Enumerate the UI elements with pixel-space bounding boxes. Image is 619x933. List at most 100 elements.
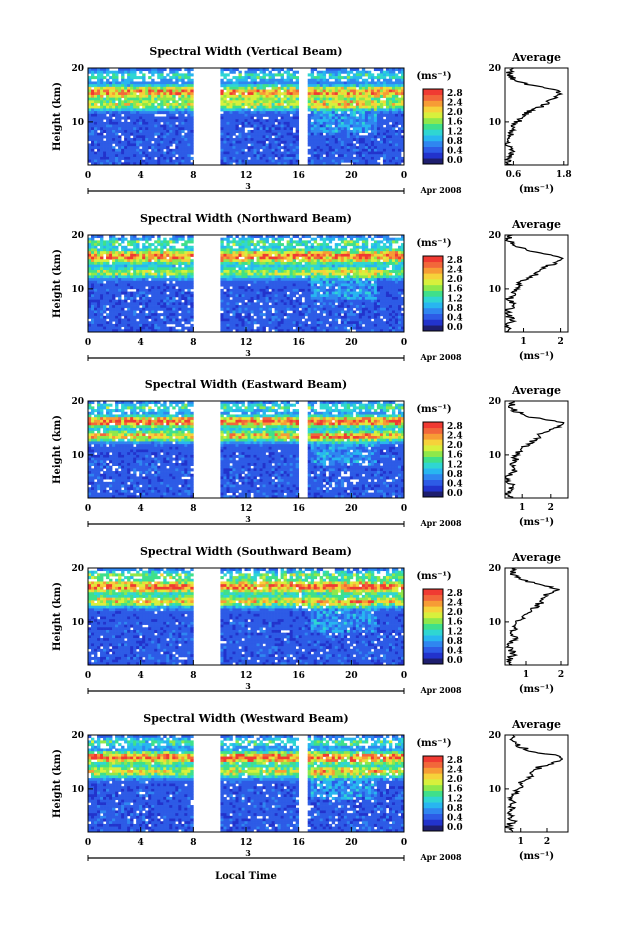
heatmap-cell xyxy=(341,119,344,122)
heatmap-cell xyxy=(97,289,100,292)
heatmap-cell xyxy=(275,130,278,133)
heatmap-cell xyxy=(317,141,320,144)
heatmap-cell xyxy=(338,87,341,90)
heatmap-cell xyxy=(184,84,187,87)
heatmap-cell xyxy=(341,90,344,93)
heatmap-cell xyxy=(115,98,118,101)
heatmap-cell xyxy=(365,84,368,87)
heatmap-cell xyxy=(235,100,238,103)
heatmap-cell xyxy=(269,95,272,98)
heatmap-cell xyxy=(178,149,181,152)
heatmap-cell xyxy=(178,138,181,141)
heatmap-cell xyxy=(235,122,238,125)
heatmap-cell xyxy=(157,149,160,152)
heatmap-cell xyxy=(232,87,235,90)
heatmap-cell xyxy=(332,160,335,163)
heatmap-cell xyxy=(290,157,293,160)
heatmap-cell xyxy=(374,103,377,106)
heatmap-cell xyxy=(278,143,281,146)
heatmap-cell xyxy=(398,270,401,273)
heatmap-cell xyxy=(353,289,356,292)
heatmap-cell xyxy=(335,87,338,90)
heatmap-cell xyxy=(272,146,275,149)
heatmap-cell xyxy=(335,265,338,268)
heatmap-cell xyxy=(266,251,269,254)
heatmap-cell xyxy=(139,270,142,273)
heatmap-cell xyxy=(260,141,263,144)
heatmap-cell xyxy=(118,262,121,265)
heatmap-cell xyxy=(133,273,136,276)
heatmap-cell xyxy=(166,90,169,93)
heatmap-cell xyxy=(163,127,166,130)
heatmap-cell xyxy=(238,92,241,95)
heatmap-cell xyxy=(320,106,323,109)
heatmap-cell xyxy=(308,138,311,141)
heatmap-cell xyxy=(386,141,389,144)
heatmap-cell xyxy=(377,270,380,273)
heatmap-cell xyxy=(257,81,260,84)
heatmap-cell xyxy=(257,114,260,117)
heatmap-cell xyxy=(248,73,251,76)
heatmap-cell xyxy=(320,141,323,144)
heatmap-cell xyxy=(389,133,392,136)
heatmap-cell xyxy=(157,95,160,98)
heatmap-cell xyxy=(347,259,350,262)
heatmap-cell xyxy=(266,135,269,138)
heatmap-cell xyxy=(112,103,115,106)
heatmap-cell xyxy=(287,127,290,130)
heatmap-cell xyxy=(241,281,244,284)
heatmap-cell xyxy=(190,111,193,114)
heatmap-cell xyxy=(320,262,323,265)
heatmap-cell xyxy=(377,92,380,95)
heatmap-cell xyxy=(154,278,157,281)
heatmap-cell xyxy=(100,267,103,270)
heatmap-cell xyxy=(154,273,157,276)
heatmap-cell xyxy=(115,141,118,144)
heatmap-cell xyxy=(94,240,97,243)
heatmap-cell xyxy=(115,106,118,109)
heatmap-cell xyxy=(311,262,314,265)
heatmap-cell xyxy=(160,246,163,249)
heatmap-cell xyxy=(353,146,356,149)
heatmap-cell xyxy=(284,119,287,122)
heatmap-cell xyxy=(103,262,106,265)
heatmap-cell xyxy=(136,251,139,254)
heatmap-cell xyxy=(341,146,344,149)
heatmap-cell xyxy=(169,275,172,278)
heatmap-cell xyxy=(181,259,184,262)
heatmap-cell xyxy=(226,149,229,152)
heatmap-cell xyxy=(284,135,287,138)
heatmap-cell xyxy=(248,257,251,260)
heatmap-cell xyxy=(223,138,226,141)
heatmap-cell xyxy=(284,90,287,93)
heatmap-cell xyxy=(266,114,269,117)
heatmap-cell xyxy=(365,286,368,289)
heatmap-cell xyxy=(356,130,359,133)
heatmap-cell xyxy=(112,130,115,133)
heatmap-cell xyxy=(347,114,350,117)
heatmap-cell xyxy=(220,95,223,98)
heatmap-cell xyxy=(332,251,335,254)
heatmap-cell xyxy=(130,122,133,125)
heatmap-cell xyxy=(94,106,97,109)
heatmap-cell xyxy=(248,243,251,246)
heatmap-cell xyxy=(347,267,350,270)
heatmap-cell xyxy=(398,71,401,74)
heatmap-cell xyxy=(133,240,136,243)
heatmap-cell xyxy=(175,254,178,257)
heatmap-cell xyxy=(248,289,251,292)
heatmap-cell xyxy=(133,275,136,278)
heatmap-cell xyxy=(148,273,151,276)
heatmap-cell xyxy=(293,81,296,84)
heatmap-cell xyxy=(118,157,121,160)
heatmap-cell xyxy=(380,133,383,136)
heatmap-cell xyxy=(326,130,329,133)
heatmap-cell xyxy=(347,265,350,268)
heatmap-cell xyxy=(254,79,257,82)
heatmap-cell xyxy=(314,257,317,260)
heatmap-cell xyxy=(293,138,296,141)
heatmap-cell xyxy=(229,160,232,163)
heatmap-cell xyxy=(371,81,374,84)
heatmap-cell xyxy=(94,281,97,284)
heatmap-cell xyxy=(121,238,124,241)
